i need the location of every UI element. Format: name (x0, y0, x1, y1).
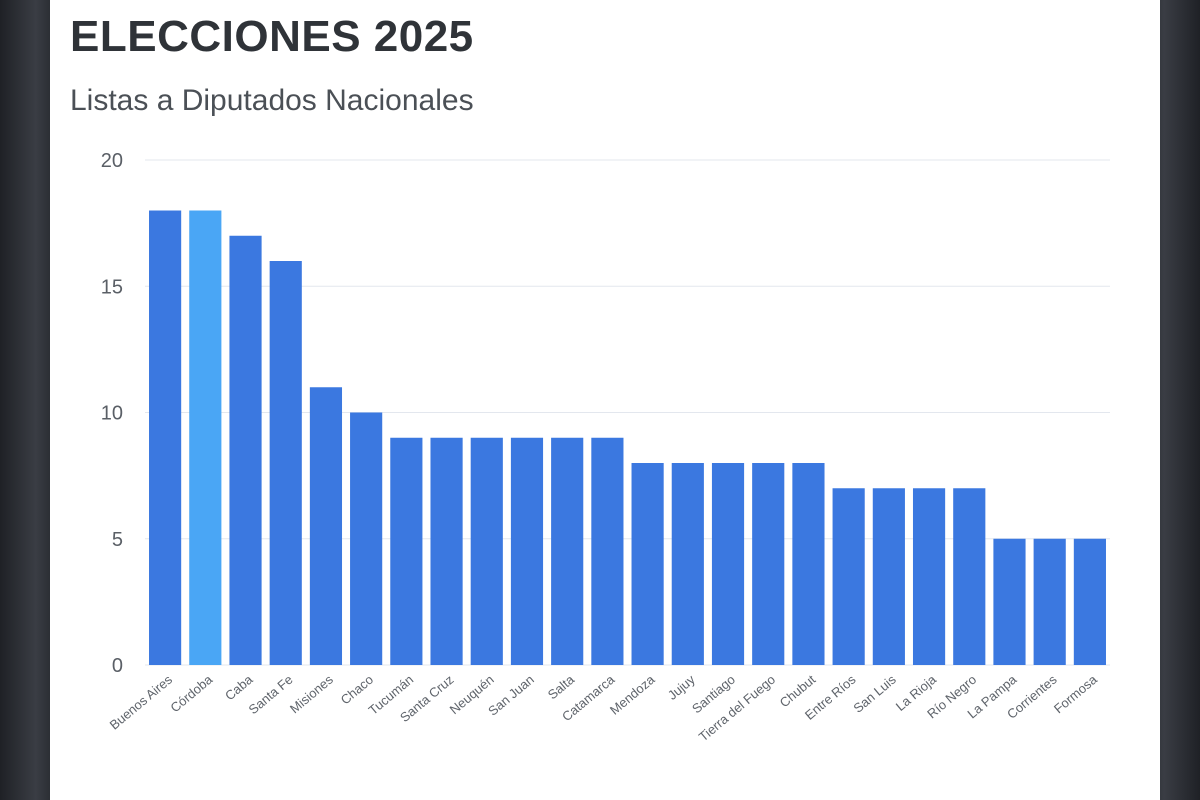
y-tick-label-10: 10 (101, 403, 123, 425)
y-tick-label-0: 0 (112, 655, 123, 677)
y-tick-label-15: 15 (101, 276, 123, 298)
bar-chubut (792, 463, 825, 665)
bar-misiones (309, 387, 343, 665)
bar-córdoba (189, 210, 222, 665)
bar-caba (229, 235, 262, 665)
bar-salta (551, 437, 584, 665)
y-tick-label-20: 20 (101, 150, 123, 172)
bar-corrientes (1033, 538, 1066, 665)
chart-card: ELECCIONES 2025 Listas a Diputados Nacio… (50, 0, 1160, 800)
x-tick-label-córdoba: Córdoba (167, 671, 215, 715)
bar-tucumán (390, 437, 423, 665)
bar-entre-ríos (832, 488, 865, 665)
bar-tierra-del-fuego (752, 463, 785, 665)
chart-title: ELECCIONES 2025 (70, 12, 474, 61)
y-tick-label-5: 5 (112, 529, 123, 551)
x-tick-label-mendoza: Mendoza (607, 671, 658, 717)
bar-formosa (1073, 538, 1106, 665)
chart-subtitle: Listas a Diputados Nacionales (70, 84, 474, 117)
bar-chaco (350, 412, 383, 665)
x-tick-label-san-luis: San Luis (850, 671, 899, 715)
bar-san-juan (510, 437, 544, 665)
bar-santiago (711, 463, 745, 665)
bar-san-luis (872, 488, 905, 665)
x-tick-label-jujuy: Jujuy (665, 671, 698, 702)
bar-buenos-aires (149, 210, 182, 665)
x-tick-label-santa-fe: Santa Fe (246, 672, 296, 717)
x-tick-label-buenos-aires: Buenos Aires (107, 671, 176, 732)
bar-santa-cruz (430, 437, 463, 665)
bar-santa-fe (269, 261, 302, 665)
bar-la-rioja (912, 488, 946, 665)
bar-neuquén (470, 437, 503, 665)
bar-mendoza (631, 463, 664, 665)
x-tick-label-formosa: Formosa (1051, 671, 1101, 716)
x-tick-label-caba: Caba (222, 671, 256, 703)
x-tick-label-misiones: Misiones (287, 671, 336, 716)
x-tick-label-salta: Salta (545, 671, 578, 702)
bar-jujuy (671, 463, 704, 665)
bar-catamarca (591, 437, 624, 665)
bar-río-negro (953, 488, 986, 665)
bar-la-pampa (993, 538, 1026, 665)
